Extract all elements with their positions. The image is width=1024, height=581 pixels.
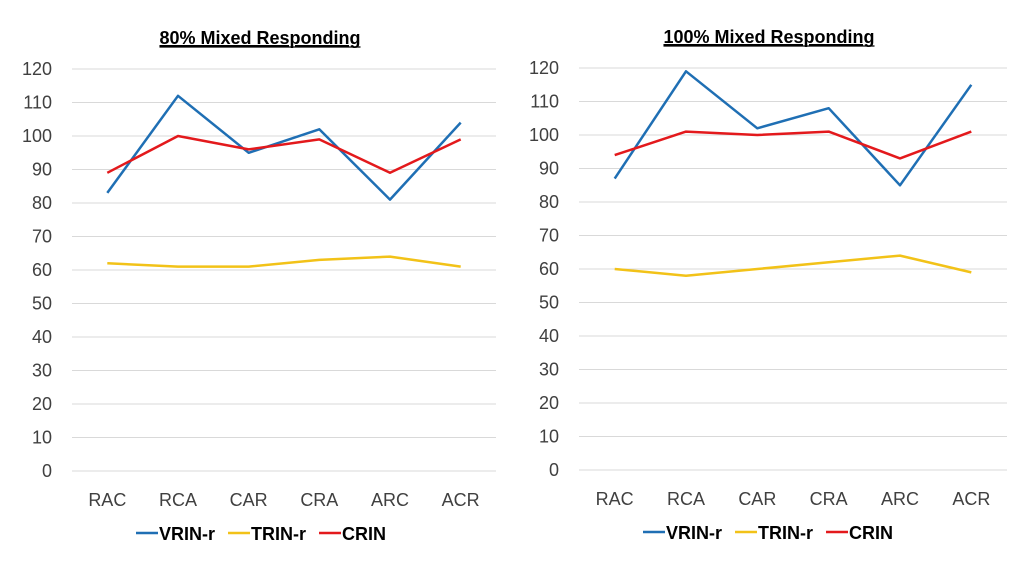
c80-x-tick-cra: CRA: [300, 490, 338, 510]
c80-y-tick-20: 20: [32, 394, 52, 414]
c100-series-crin: [614, 130, 972, 160]
c80-x-tick-rac: RAC: [88, 490, 126, 510]
c100-y-tick-30: 30: [539, 360, 559, 380]
c100-x-tick-rac: RAC: [596, 489, 634, 509]
c100-y-tick-0: 0: [549, 460, 559, 480]
c80-y-tick-0: 0: [42, 461, 52, 481]
c80-y-tick-40: 40: [32, 327, 52, 347]
c100-legend-label-trin-r: TRIN-r: [758, 523, 813, 543]
c100-y-tick-10: 10: [539, 427, 559, 447]
c80-legend-label-crin: CRIN: [342, 524, 386, 544]
c80-y-tick-10: 10: [32, 428, 52, 448]
c100-series-vrin-r: [613, 70, 973, 187]
c100-y-tick-120: 120: [529, 58, 559, 78]
c80-chart-title: 80% Mixed Responding: [159, 28, 360, 48]
c100-y-tick-80: 80: [539, 192, 559, 212]
c80-x-tick-acr: ACR: [442, 490, 480, 510]
c100-x-tick-car: CAR: [738, 489, 776, 509]
c80-series-trin-r: [107, 255, 461, 268]
c80-y-tick-120: 120: [22, 59, 52, 79]
chart-100-percent-svg: 100% Mixed Responding 0 10 20 30 40 50 60 70 80 90…: [529, 27, 1007, 543]
c100-chart-title: 100% Mixed Responding: [663, 27, 874, 47]
c80-y-tick-80: 80: [32, 193, 52, 213]
c100-x-tick-acr: ACR: [952, 489, 990, 509]
c100-x-tick-cra: CRA: [810, 489, 848, 509]
c80-x-tick-rca: RCA: [159, 490, 197, 510]
c80-legend-label-vrin-r: VRIN-r: [159, 524, 215, 544]
c80-y-tick-90: 90: [32, 160, 52, 180]
c80-x-tick-arc: ARC: [371, 490, 409, 510]
c100-y-tick-50: 50: [539, 293, 559, 313]
c100-y-tick-110: 110: [530, 92, 559, 112]
c100-y-tick-40: 40: [539, 326, 559, 346]
c80-y-tick-50: 50: [32, 294, 52, 314]
c80-x-tick-car: CAR: [230, 490, 268, 510]
c100-y-tick-60: 60: [539, 259, 559, 279]
c100-legend-label-crin: CRIN: [849, 523, 893, 543]
c100-y-tick-20: 20: [539, 393, 559, 413]
c100-series-trin-r: [614, 254, 972, 277]
c80-y-tick-60: 60: [32, 260, 52, 280]
c100-x-tick-rca: RCA: [667, 489, 705, 509]
c80-y-tick-100: 100: [22, 126, 52, 146]
c80-series-vrin-r: [106, 94, 462, 201]
c100-legend-label-vrin-r: VRIN-r: [666, 523, 722, 543]
c100-y-tick-100: 100: [529, 125, 559, 145]
c100-x-tick-arc: ARC: [881, 489, 919, 509]
c80-series-crin: [106, 134, 462, 175]
c100-y-tick-90: 90: [539, 159, 559, 179]
c80-y-tick-110: 110: [23, 93, 52, 113]
chart-80-percent-svg: 80% Mixed Responding 0 10 20 30 40 50 60 70 80 90 1…: [22, 28, 496, 544]
c80-y-tick-70: 70: [32, 227, 52, 247]
chart-80-percent: 80% Mixed Responding 0 10 20 30 40 50 60 70 80 90 1…: [0, 0, 512, 576]
chart-100-percent: 100% Mixed Responding 0 10 20 30 40 50 60 70 80 90…: [508, 0, 1024, 576]
c80-y-tick-30: 30: [32, 361, 52, 381]
c80-legend-label-trin-r: TRIN-r: [251, 524, 306, 544]
c100-y-tick-70: 70: [539, 226, 559, 246]
